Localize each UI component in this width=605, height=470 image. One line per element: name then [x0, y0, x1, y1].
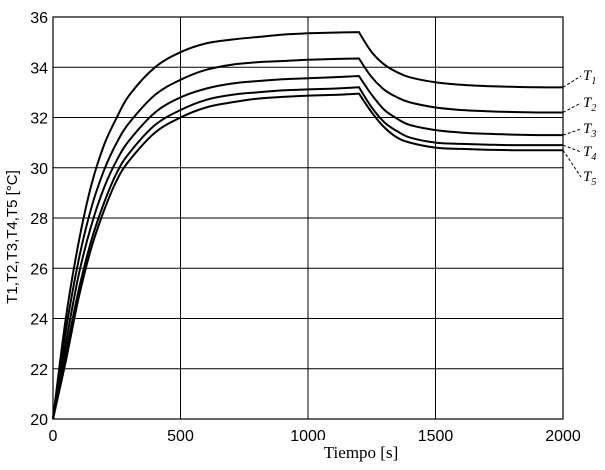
series-label: T2 [583, 95, 596, 114]
series-label-subscript: 2 [591, 103, 596, 114]
label-leader-line [562, 75, 582, 88]
y-tick-label: 28 [30, 211, 48, 228]
series-label-main: T [583, 68, 593, 84]
series-label-main: T [583, 121, 593, 137]
label-leader-line [562, 149, 582, 178]
series-label-main: T [583, 169, 593, 185]
series-line-t4 [52, 86, 563, 420]
y-tick-label: 26 [30, 261, 48, 278]
series-label: T4 [583, 144, 596, 163]
x-tick-label: 1500 [418, 428, 454, 445]
series-label-subscript: 5 [591, 177, 596, 188]
y-tick-labels: 20 22 24 26 28 30 32 34 36 [30, 10, 48, 429]
y-tick-label: 20 [30, 412, 48, 429]
label-leader-line [562, 102, 582, 113]
label-leader-line [562, 144, 582, 153]
x-tick-label: 1000 [290, 428, 326, 445]
series-label: T3 [583, 121, 596, 140]
y-tick-label: 22 [30, 362, 48, 379]
y-tick-label: 34 [30, 60, 48, 77]
y-tick-label: 36 [30, 10, 48, 27]
x-tick-labels: 0 500 1000 1500 2000 [49, 428, 581, 445]
grid [53, 17, 563, 419]
series-layer [52, 31, 564, 420]
series-label: T1 [583, 68, 596, 87]
series-line-t3 [52, 74, 564, 420]
label-leader-line [562, 128, 582, 136]
x-axis-label-background [318, 440, 404, 462]
series-label-subscript: 1 [591, 76, 596, 87]
plot-frame [52, 16, 564, 420]
x-tick-label: 0 [49, 428, 58, 445]
y-tick-label: 24 [30, 312, 48, 329]
series-line-t1 [52, 31, 564, 420]
y-tick-label: 30 [30, 161, 48, 178]
x-tick-label: 500 [167, 428, 194, 445]
series-label-main: T [583, 144, 593, 160]
x-axis-label: Tiempo [s] [324, 443, 398, 462]
series-label-subscript: 4 [591, 152, 596, 163]
series-label-main: T [583, 95, 593, 111]
series-line-t2 [52, 57, 564, 420]
series-line-t5 [52, 92, 563, 420]
y-axis-label: T1,T2,T3,T4,T5 [°C] [4, 170, 21, 304]
series-label: T5 [583, 169, 596, 188]
series-label-subscript: 3 [590, 129, 596, 140]
x-tick-label: 2000 [545, 428, 581, 445]
y-tick-label: 32 [30, 111, 48, 128]
